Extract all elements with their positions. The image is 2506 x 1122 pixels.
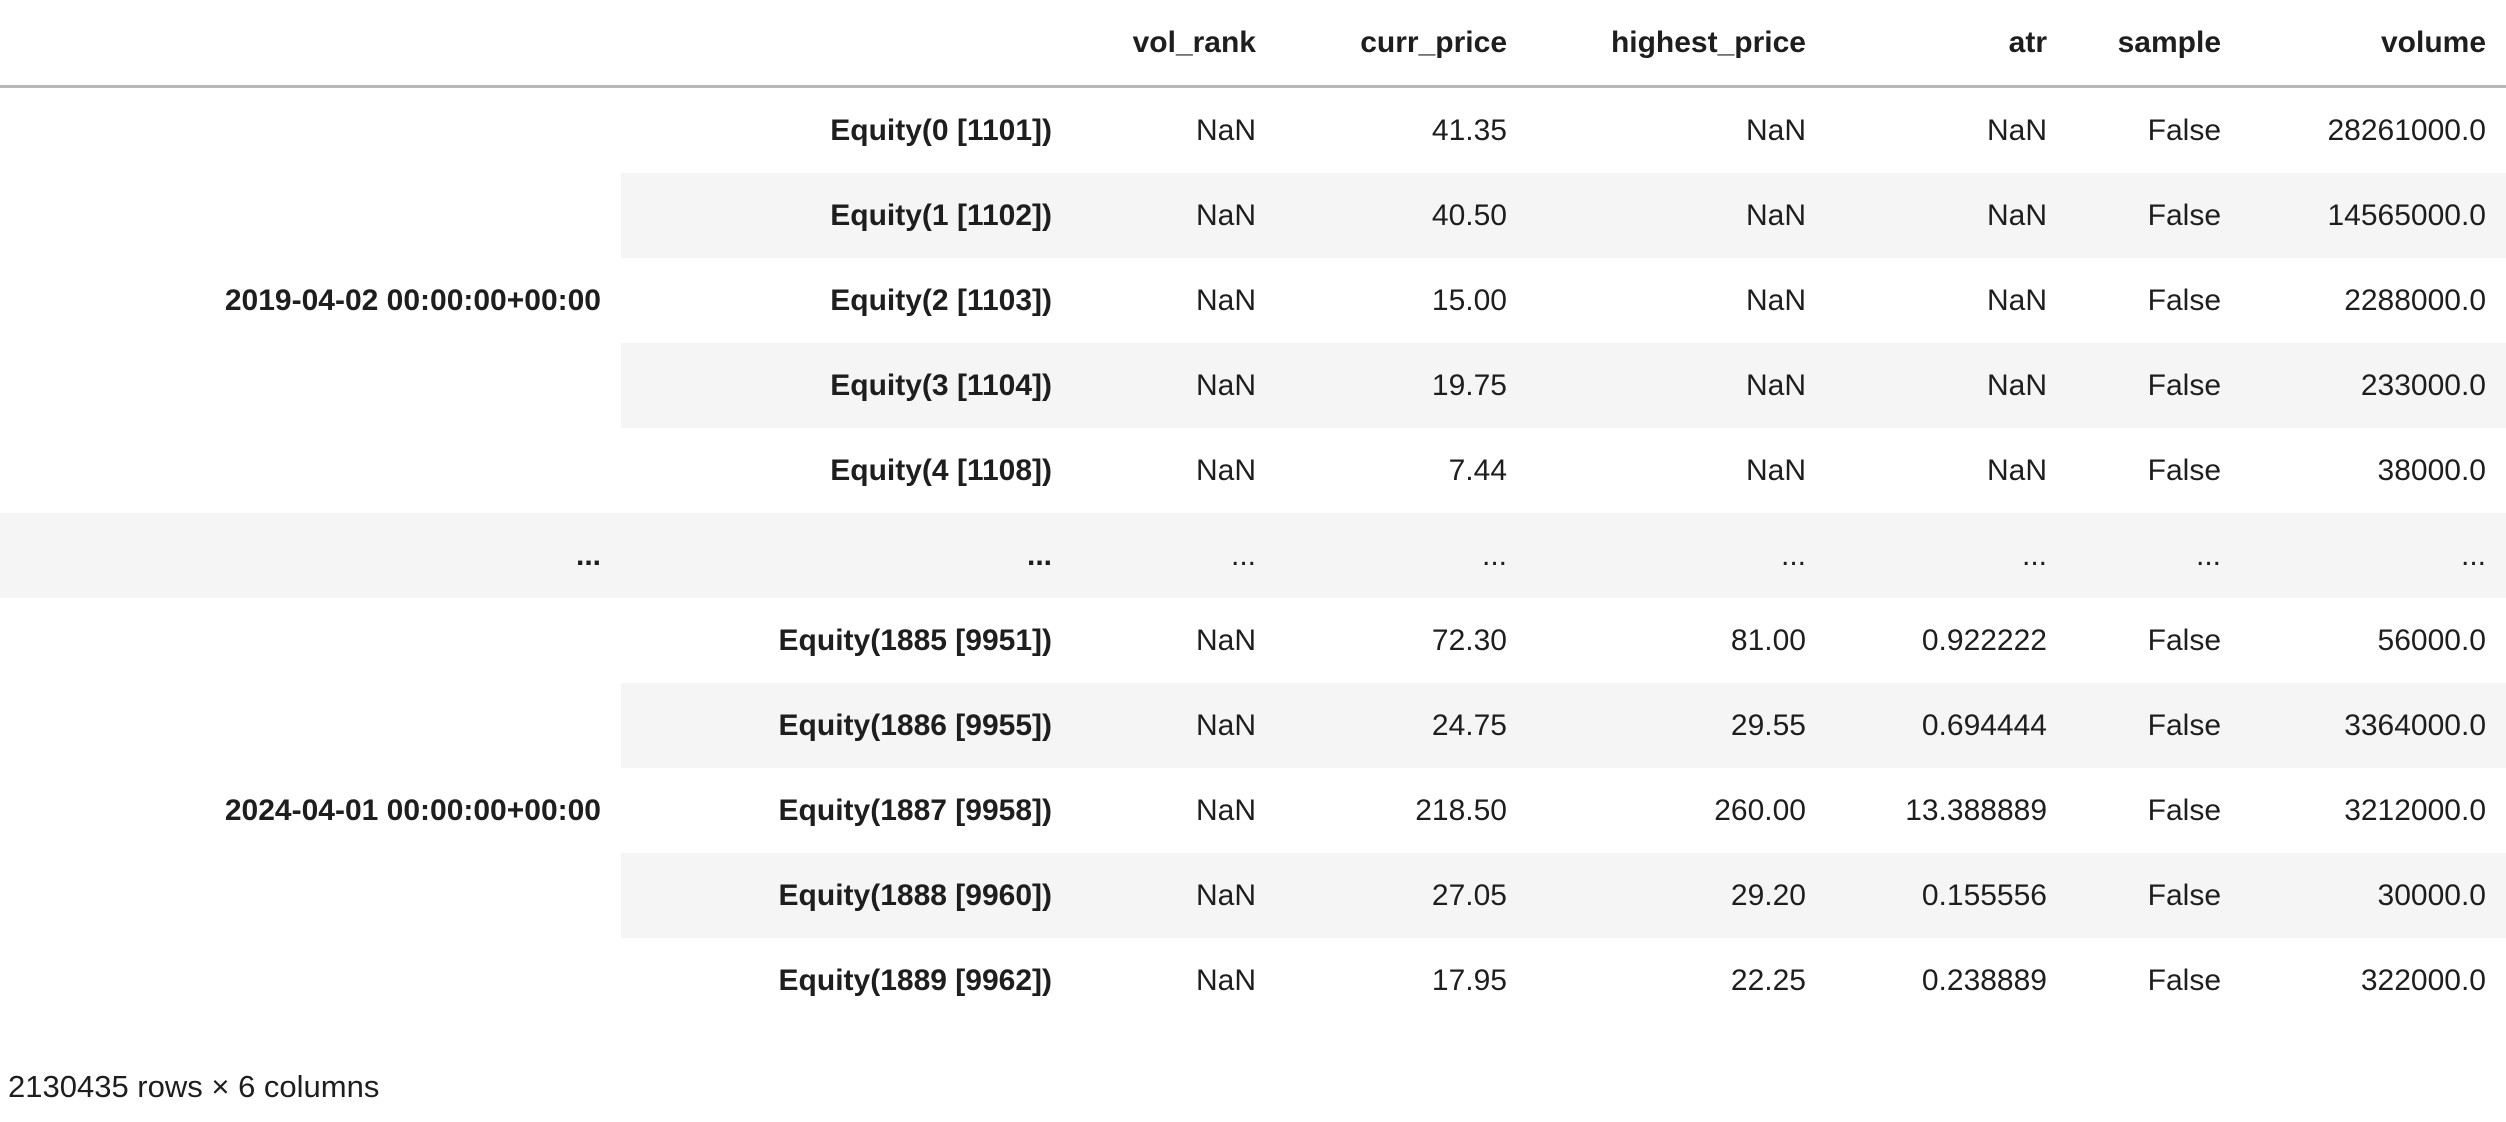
data-cell-volume: 2288000.0 [2344,284,2486,317]
equity-index-cell: Equity(1888 [9960]) [778,879,1052,912]
equity-index-cell: ... [1026,539,1052,572]
equity-index-cell: Equity(1 [1102]) [830,199,1052,232]
data-cell-curr-price: 15.00 [1431,284,1507,317]
index-header-equity [621,0,1072,88]
date-index-cell: 2019-04-02 00:00:00+00:00 [224,284,601,317]
data-cell-highest-price: NaN [1745,284,1806,317]
table-row: Equity(2 [1103]) NaN 15.00 NaN NaN False… [0,258,2506,343]
data-cell-highest-price: NaN [1745,369,1806,402]
data-cell-curr-price: 27.05 [1431,879,1507,912]
row-count-summary: 2130435 rows × 6 columns [8,1069,380,1104]
data-cell-vol-rank: NaN [1195,369,1256,402]
data-cell-highest-price: 81.00 [1730,624,1806,657]
data-cell-highest-price: NaN [1745,454,1806,487]
data-cell-volume: 38000.0 [2377,454,2486,487]
data-cell-atr: NaN [1986,199,2047,232]
data-cell-highest-price: NaN [1745,199,1806,232]
column-header-vol-rank: vol_rank [1072,0,1276,88]
data-cell-atr: 0.155556 [1921,879,2047,912]
column-header-highest-price: highest_price [1527,0,1826,88]
data-cell-atr: 13.388889 [1905,794,2047,827]
ellipsis-row: ... ... ... ... ... ... ... ... [0,513,2506,598]
data-cell-volume: 30000.0 [2377,879,2486,912]
index-header-date [0,0,621,88]
equity-index-cell: Equity(1886 [9955]) [778,709,1052,742]
data-cell-atr: 0.694444 [1921,709,2047,742]
data-cell-vol-rank: NaN [1195,709,1256,742]
data-cell-curr-price: 19.75 [1431,369,1507,402]
data-cell-atr: ... [2021,539,2047,572]
data-cell-volume: 3212000.0 [2344,794,2486,827]
data-cell-volume: 322000.0 [2360,964,2486,997]
equity-index-cell: Equity(1885 [9951]) [778,624,1052,657]
data-cell-vol-rank: NaN [1195,794,1256,827]
table-row: 2024-04-01 00:00:00+00:00 Equity(1885 [9… [0,598,2506,827]
data-cell-sample: False [2147,284,2221,317]
data-cell-vol-rank: NaN [1195,879,1256,912]
table-row: Equity(4 [1108]) NaN 7.44 NaN NaN False … [0,428,2506,513]
column-header-volume: volume [2241,0,2506,88]
equity-index-cell: Equity(2 [1103]) [830,284,1052,317]
date-index-cell: ... [575,539,601,572]
data-cell-vol-rank: ... [1230,539,1256,572]
data-cell-curr-price: 40.50 [1431,199,1507,232]
data-cell-atr: NaN [1986,114,2047,147]
data-cell-sample: False [2147,624,2221,657]
data-cell-curr-price: 24.75 [1431,709,1507,742]
data-cell-curr-price: 7.44 [1448,454,1507,487]
data-cell-atr: NaN [1986,369,2047,402]
data-cell-highest-price: 22.25 [1730,964,1806,997]
equity-index-cell: Equity(3 [1104]) [830,369,1052,402]
data-cell-vol-rank: NaN [1195,199,1256,232]
header-row: vol_rank curr_price highest_price atr sa… [0,0,2506,88]
data-cell-highest-price: 260.00 [1714,794,1806,827]
data-cell-sample: False [2147,794,2221,827]
data-cell-volume: 3364000.0 [2344,709,2486,742]
data-cell-sample: False [2147,879,2221,912]
data-cell-curr-price: ... [1481,539,1507,572]
data-cell-highest-price: NaN [1745,114,1806,147]
data-cell-atr: 0.238889 [1921,964,2047,997]
data-cell-volume: 233000.0 [2360,369,2486,402]
data-cell-vol-rank: NaN [1195,114,1256,147]
data-cell-curr-price: 218.50 [1415,794,1507,827]
data-cell-sample: False [2147,454,2221,487]
table-row: Equity(1888 [9960]) NaN 27.05 29.20 0.15… [0,853,2506,938]
data-cell-sample: ... [2195,539,2221,572]
equity-index-cell: Equity(0 [1101]) [830,114,1052,147]
column-header-curr-price: curr_price [1276,0,1527,88]
column-header-atr: atr [1826,0,2067,88]
data-cell-sample: False [2147,964,2221,997]
data-cell-vol-rank: NaN [1195,284,1256,317]
data-cell-curr-price: 17.95 [1431,964,1507,997]
data-cell-sample: False [2147,369,2221,402]
data-cell-atr: NaN [1986,454,2047,487]
data-cell-sample: False [2147,114,2221,147]
data-cell-curr-price: 72.30 [1431,624,1507,657]
table-row: 2019-04-02 00:00:00+00:00 Equity(0 [1101… [0,87,2506,317]
data-cell-volume: 56000.0 [2377,624,2486,657]
data-cell-vol-rank: NaN [1195,624,1256,657]
table-row: Equity(1889 [9962]) NaN 17.95 22.25 0.23… [0,938,2506,1023]
data-cell-highest-price: 29.55 [1730,709,1806,742]
data-cell-atr: NaN [1986,284,2047,317]
dataframe-table: vol_rank curr_price highest_price atr sa… [0,0,2506,1023]
data-cell-sample: False [2147,199,2221,232]
data-cell-vol-rank: NaN [1195,454,1256,487]
column-header-sample: sample [2067,0,2241,88]
data-cell-volume: ... [2460,539,2486,572]
data-cell-sample: False [2147,709,2221,742]
data-cell-volume: 14565000.0 [2327,199,2487,232]
table-row: Equity(1887 [9958]) NaN 218.50 260.00 13… [0,768,2506,853]
data-cell-atr: 0.922222 [1921,624,2047,657]
data-cell-highest-price: ... [1780,539,1806,572]
date-index-cell: 2024-04-01 00:00:00+00:00 [224,794,601,827]
data-cell-vol-rank: NaN [1195,964,1256,997]
data-cell-curr-price: 41.35 [1431,114,1507,147]
data-cell-highest-price: 29.20 [1730,879,1806,912]
data-cell-volume: 28261000.0 [2327,114,2487,147]
equity-index-cell: Equity(4 [1108]) [830,454,1052,487]
equity-index-cell: Equity(1889 [9962]) [778,964,1052,997]
equity-index-cell: Equity(1887 [9958]) [778,794,1052,827]
